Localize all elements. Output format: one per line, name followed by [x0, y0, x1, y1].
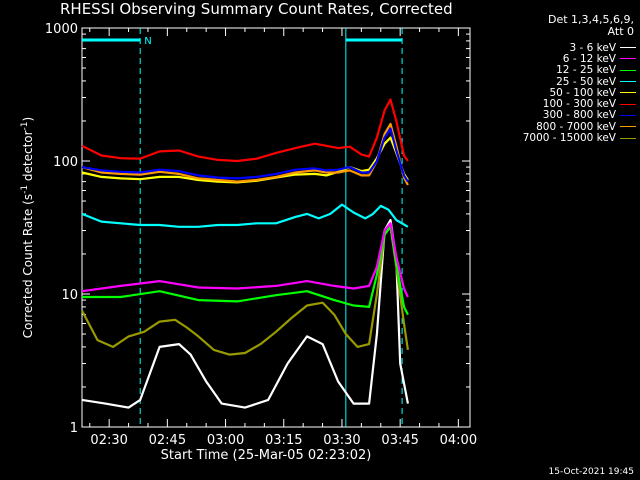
legend-item: 7000 - 15000 keV	[478, 132, 636, 145]
legend-header-line-1: Det 1,3,4,5,6,9,	[547, 13, 634, 26]
legend-label: 50 - 100 keV	[549, 86, 616, 99]
legend-swatch	[620, 137, 636, 139]
y-axis-label-part: )	[21, 117, 35, 122]
legend-item: 100 - 300 keV	[478, 98, 636, 111]
legend-swatch	[620, 47, 636, 49]
series-line	[81, 98, 409, 163]
legend-item: 6 - 12 keV	[478, 52, 636, 65]
legend-item: 25 - 50 keV	[478, 75, 636, 88]
series-line	[81, 136, 409, 184]
legend-item: 300 - 800 keV	[478, 109, 636, 122]
legend-swatch	[620, 114, 636, 116]
legend-label: 800 - 7000 keV	[536, 120, 616, 133]
y-axis-label-superscript: -1	[20, 121, 30, 130]
legend-label: 100 - 300 keV	[542, 98, 616, 111]
legend-swatch	[620, 81, 636, 83]
legend-header: Det 1,3,4,5,6,9, Att 0	[500, 14, 634, 38]
legend-swatch	[620, 58, 636, 60]
x-tick-label: 02:30	[90, 433, 127, 448]
y-tick-label: 10	[61, 288, 78, 303]
series-line	[81, 203, 409, 228]
x-tick-label: 03:45	[381, 433, 418, 448]
legend-swatch	[620, 92, 636, 94]
x-tick-label: 02:45	[149, 433, 186, 448]
legend-swatch	[620, 126, 636, 128]
legend-label: 25 - 50 keV	[556, 75, 616, 88]
series-line	[82, 225, 409, 316]
legend-item: 800 - 7000 keV	[478, 120, 636, 133]
y-tick-label: 1000	[45, 22, 78, 37]
legend-swatch	[620, 69, 636, 71]
y-axis-label: Corrected Count Rate (s-1 detector-1)	[20, 117, 35, 338]
legend-item: 12 - 25 keV	[478, 64, 636, 77]
chart-legend: 3 - 6 keV 6 - 12 keV 12 - 25 keV 25 - 50 ke…	[478, 42, 636, 144]
series-line	[81, 218, 409, 409]
legend-label: 7000 - 15000 keV	[522, 132, 616, 145]
x-tick-label: 04:00	[440, 433, 477, 448]
legend-label: 300 - 800 keV	[542, 109, 616, 122]
legend-label: 12 - 25 keV	[556, 64, 616, 77]
series-line	[81, 222, 409, 298]
y-tick-label: 1	[70, 421, 78, 436]
y-axis-label-part: detector	[21, 130, 35, 185]
legend-item: 50 - 100 keV	[478, 86, 636, 99]
flag-label: N	[144, 36, 151, 47]
y-tick-label: 100	[53, 155, 78, 170]
y-axis-label-superscript: -1	[20, 185, 30, 194]
legend-label: 6 - 12 keV	[562, 52, 616, 65]
y-axis-label-part: Corrected Count Rate (s	[21, 194, 35, 338]
legend-item: 3 - 6 keV	[478, 41, 636, 54]
series-line	[81, 225, 409, 356]
footer-timestamp: 15-Oct-2021 19:45	[548, 467, 634, 477]
series-line	[81, 122, 409, 186]
legend-label: 3 - 6 keV	[569, 41, 616, 54]
plot-frame	[81, 27, 471, 428]
x-tick-label: 03:30	[323, 433, 360, 448]
x-tick-label: 03:15	[265, 433, 302, 448]
legend-header-line-2: Att 0	[607, 25, 634, 38]
legend-swatch	[620, 103, 636, 105]
x-tick-label: 03:00	[207, 433, 244, 448]
x-axis-label: Start Time (25-Mar-05 02:23:02)	[161, 448, 372, 463]
series-line	[81, 127, 409, 183]
chart-title: RHESSI Observing Summary Count Rates, Co…	[60, 0, 453, 18]
